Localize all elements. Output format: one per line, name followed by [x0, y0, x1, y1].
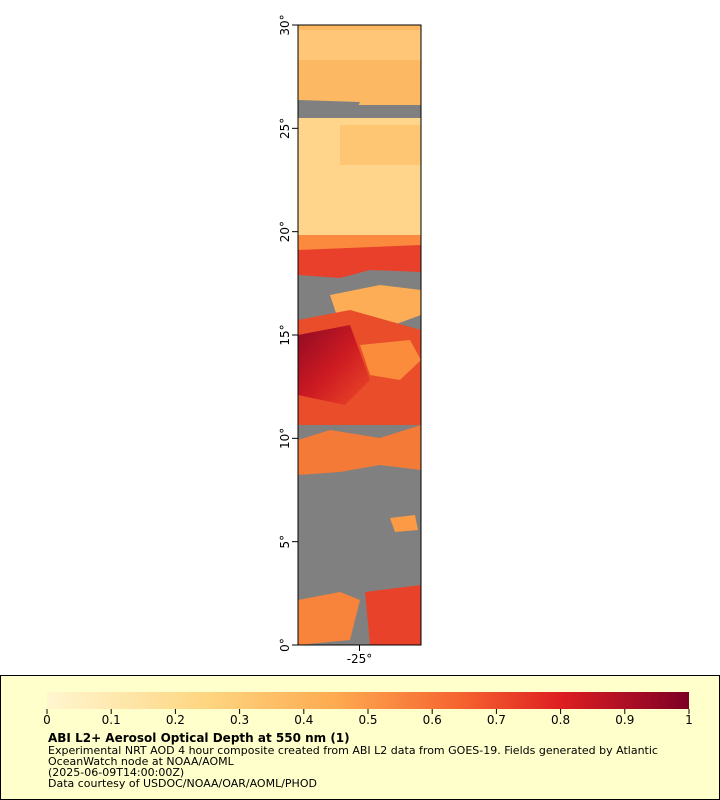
y-tick-label: 10° — [278, 428, 292, 449]
y-tick-label: 15° — [278, 324, 292, 345]
colorbar-tick-label: 0.2 — [166, 713, 185, 727]
description-line: Experimental NRT AOD 4 hour composite cr… — [48, 744, 658, 757]
legend: 0 0.1 0.2 0.3 0.4 0.5 0.6 0.7 0.8 0.9 1 — [43, 709, 693, 727]
colorbar-tick-label: 0.6 — [423, 713, 442, 727]
colorbar-tick-label: 1 — [685, 713, 693, 727]
y-tick-label: 5° — [278, 535, 292, 549]
colorbar-tick-label: 0.9 — [615, 713, 634, 727]
colorbar-tick-label: 0.3 — [230, 713, 249, 727]
colorbar-tick-label: 0.8 — [551, 713, 570, 727]
y-tick-label: 0° — [278, 638, 292, 652]
colorbar-tick-label: 0.5 — [358, 713, 377, 727]
colorbar-tick-label: 0.4 — [294, 713, 313, 727]
y-tick-label: 30° — [278, 14, 292, 35]
colorbar — [47, 692, 689, 709]
map-axes: 0° 5° 10° 15° 20° 25° 30° -25° — [278, 14, 372, 666]
description-line: (2025-06-09T14:00:00Z) — [48, 766, 184, 779]
description-line: Data courtesy of USDOC/NOAA/OAR/AOML/PHO… — [48, 777, 317, 790]
x-tick-label: -25° — [347, 652, 373, 666]
legend-title: ABI L2+ Aerosol Optical Depth at 550 nm … — [48, 731, 350, 745]
aod-raster — [298, 25, 421, 645]
y-tick-label: 20° — [278, 221, 292, 242]
colorbar-tick-label: 0 — [43, 713, 51, 727]
y-tick-label: 25° — [278, 118, 292, 139]
colorbar-tick-label: 0.7 — [487, 713, 506, 727]
description-line: OceanWatch node at NOAA/AOML — [48, 755, 235, 768]
colorbar-tick-label: 0.1 — [102, 713, 121, 727]
